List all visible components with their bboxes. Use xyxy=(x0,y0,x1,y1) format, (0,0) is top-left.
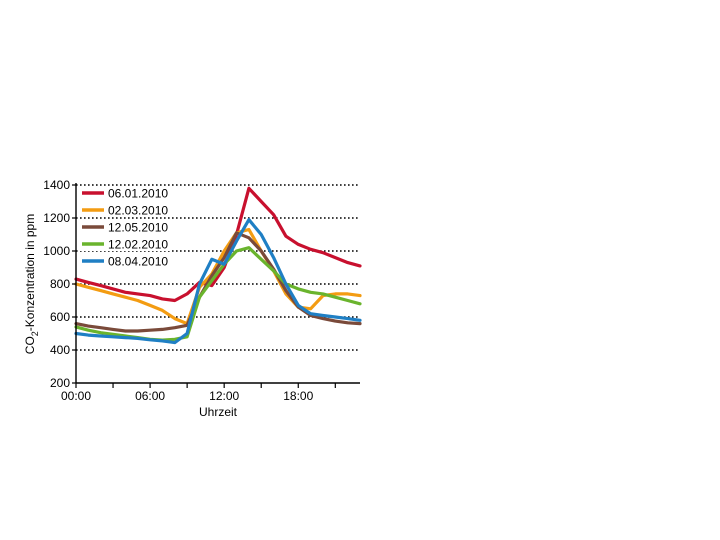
y-axis-title-subscript: 2 xyxy=(30,331,40,336)
y-tick-label: 400 xyxy=(50,343,70,357)
legend-label: 06.01.2010 xyxy=(108,187,168,201)
series-line-12.02.2010 xyxy=(74,246,362,342)
series-lines xyxy=(74,186,362,345)
y-axis-title: CO2-Konzentration in ppm xyxy=(23,214,40,354)
y-tick-label: 600 xyxy=(50,310,70,324)
x-tick-label: 06:00 xyxy=(135,389,165,403)
legend-background xyxy=(80,255,170,268)
series-line-08.04.2010 xyxy=(74,218,362,345)
x-tick-label: 12:00 xyxy=(209,389,239,403)
legend: 06.01.2010 02.03.2010 12.05.2010 12.02.2010… xyxy=(80,187,170,269)
y-tick-label: 800 xyxy=(50,277,70,291)
y-tick-label: 1000 xyxy=(43,244,70,258)
y-axis-title-main: CO xyxy=(23,336,37,354)
x-tick-label: 00:00 xyxy=(61,389,91,403)
x-axis-title: Uhrzeit xyxy=(199,405,238,419)
y-tick-label: 1400 xyxy=(43,178,70,192)
legend-label: 12.05.2010 xyxy=(108,221,168,235)
legend-background xyxy=(80,221,170,234)
series-line-06.01.2010 xyxy=(74,186,362,303)
legend-label: 12.02.2010 xyxy=(108,238,168,252)
y-tick-label: 1200 xyxy=(43,211,70,225)
series-line-12.05.2010 xyxy=(74,231,362,333)
legend-background xyxy=(80,204,170,217)
y-tick-label: 200 xyxy=(50,376,70,390)
y-axis-title-rest: -Konzentration in ppm xyxy=(23,214,37,331)
legend-label: 02.03.2010 xyxy=(108,204,168,218)
legend-background xyxy=(80,187,170,200)
axes: 200 400 600 800 1000 1200 1400 00:00 06:00 12:00 1… xyxy=(43,178,360,403)
legend-label: 08.04.2010 xyxy=(108,255,168,269)
legend-background xyxy=(80,238,170,251)
x-tick-label: 18:00 xyxy=(283,389,313,403)
